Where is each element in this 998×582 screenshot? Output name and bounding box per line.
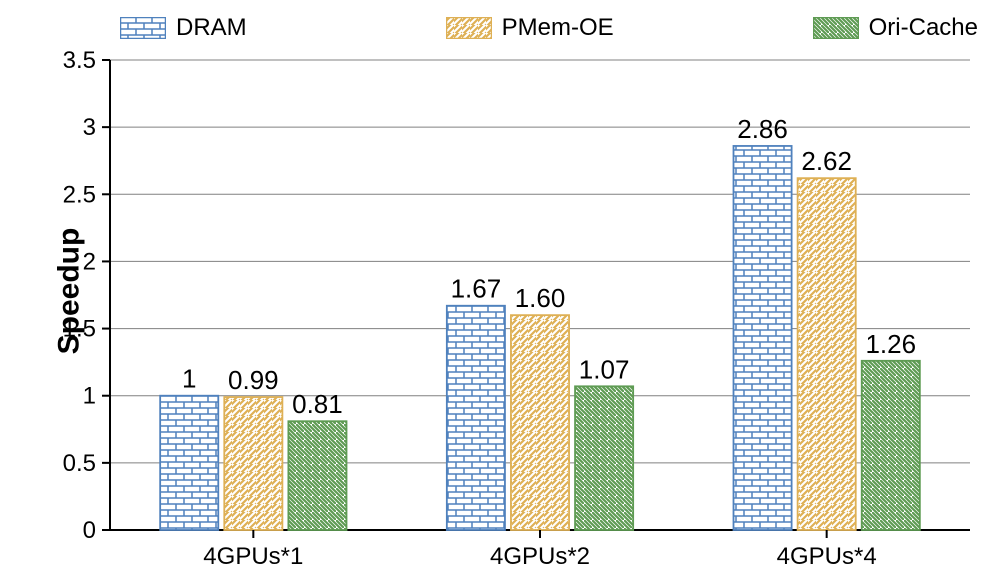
- legend-label: PMem-OE: [502, 14, 614, 42]
- speedup-chart: Speedup DRAM PMem-OE Ori-Cache 00.511.522.…: [0, 0, 998, 582]
- legend-swatch: [813, 17, 859, 39]
- legend-label: DRAM: [176, 14, 247, 42]
- bar-value-label: 1.67: [451, 274, 502, 304]
- x-category-label: 4GPUs*2: [490, 543, 590, 570]
- bar: [575, 386, 633, 530]
- bar-value-label: 2.62: [801, 146, 852, 176]
- y-tick-label: 0.5: [63, 450, 96, 477]
- legend-label: Ori-Cache: [869, 14, 978, 42]
- y-tick-label: 3.5: [63, 47, 96, 74]
- bar-value-label: 2.86: [737, 114, 788, 144]
- y-tick-label: 2.5: [63, 181, 96, 208]
- bar-value-label: 1.07: [579, 354, 630, 384]
- y-tick-label: 3: [83, 114, 96, 141]
- legend-swatch: [446, 17, 492, 39]
- y-tick-label: 0: [83, 517, 96, 544]
- legend-item: PMem-OE: [446, 14, 614, 42]
- bar-value-label: 1.26: [865, 329, 916, 359]
- bar: [511, 315, 569, 530]
- legend: DRAM PMem-OE Ori-Cache: [120, 6, 978, 50]
- y-axis-label: Speedup: [52, 228, 86, 355]
- plot-area: 00.511.522.533.510.990.814GPUs*11.671.60…: [0, 0, 998, 582]
- bar: [224, 397, 282, 530]
- legend-item: Ori-Cache: [813, 14, 978, 42]
- x-category-label: 4GPUs*1: [203, 543, 303, 570]
- legend-item: DRAM: [120, 14, 247, 42]
- bar: [288, 421, 346, 530]
- bar-value-label: 0.99: [228, 365, 279, 395]
- bar: [447, 306, 505, 530]
- legend-swatch: [120, 17, 166, 39]
- bar: [862, 361, 920, 530]
- bar: [798, 178, 856, 530]
- bar: [160, 396, 218, 530]
- bar-value-label: 1.60: [515, 283, 566, 313]
- bar-value-label: 0.81: [292, 389, 343, 419]
- bar-value-label: 1: [182, 364, 196, 394]
- y-tick-label: 1: [83, 383, 96, 410]
- x-category-label: 4GPUs*4: [777, 543, 877, 570]
- bar: [734, 146, 792, 530]
